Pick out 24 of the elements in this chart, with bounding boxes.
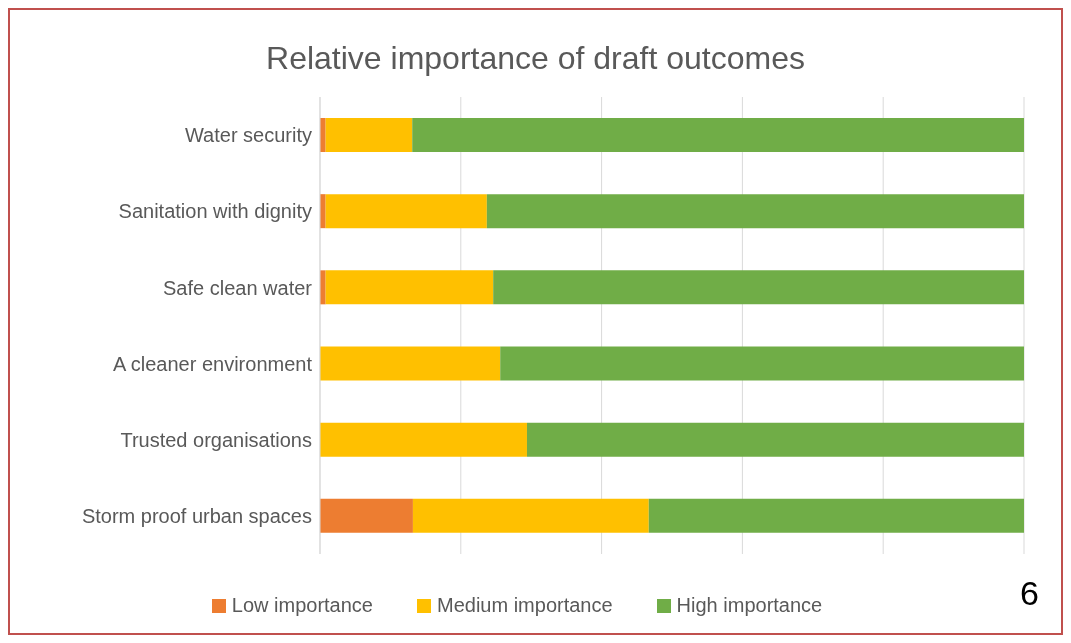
bar <box>412 118 1024 152</box>
legend-label: Low importance <box>230 594 373 617</box>
y-tick-label: A cleaner environment <box>112 352 313 375</box>
y-tick-label: Trusted organisations <box>120 428 312 451</box>
bar <box>325 194 487 229</box>
bar <box>500 346 1024 381</box>
y-tick-label: Storm proof urban spaces <box>81 505 312 528</box>
bar <box>412 498 649 533</box>
bar <box>325 118 413 152</box>
bar <box>320 422 527 457</box>
bar <box>648 498 1024 533</box>
bar <box>486 194 1024 229</box>
bar <box>320 498 413 533</box>
text: 6 <box>1020 574 1039 613</box>
legend-label: Medium importance <box>435 594 613 617</box>
bar <box>325 270 494 305</box>
bar <box>493 270 1024 305</box>
legend-label: High importance <box>675 594 823 617</box>
bar <box>526 422 1024 457</box>
bar <box>320 346 501 381</box>
chart-title: Relative importance of draft outcomes <box>265 40 806 77</box>
y-tick-label: Safe clean water <box>163 276 313 299</box>
y-tick-label: Water security <box>184 124 312 147</box>
y-tick-label: Sanitation with dignity <box>118 200 312 223</box>
